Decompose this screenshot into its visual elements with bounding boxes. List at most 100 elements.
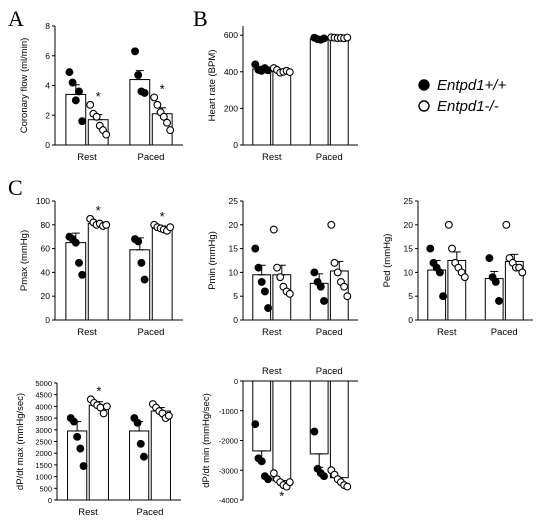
- y-tick-label: 0: [408, 315, 413, 325]
- data-point: [163, 118, 171, 127]
- legend-label-wildtype: Entpd1+/+: [437, 77, 506, 94]
- category-label: Paced: [316, 366, 343, 377]
- y-tick-label: 5: [233, 291, 238, 301]
- y-axis-label: Pmin (mmHg): [207, 231, 218, 290]
- category-label: Rest: [262, 152, 282, 163]
- data-point: [251, 244, 260, 253]
- data-point: [340, 282, 349, 291]
- data-point: [164, 411, 173, 420]
- category-label: Rest: [262, 366, 282, 377]
- legend-marker-filled: [418, 79, 430, 91]
- y-tick-label: 1000: [35, 473, 52, 482]
- y-tick-label: 2000: [35, 449, 52, 458]
- data-point: [150, 93, 159, 102]
- y-tick-label: 0: [45, 140, 50, 150]
- data-point: [320, 297, 328, 305]
- data-point: [310, 268, 319, 277]
- y-tick-label: 0: [45, 315, 50, 325]
- y-tick-label: 2500: [35, 438, 52, 447]
- data-point: [485, 254, 494, 263]
- data-point: [330, 258, 339, 267]
- category-label: Rest: [78, 507, 98, 518]
- data-point: [71, 238, 80, 247]
- legend-label-knockout: Entpd1-/-: [437, 98, 499, 115]
- data-point: [65, 68, 74, 77]
- y-tick-label: 5000: [35, 379, 52, 388]
- y-tick-label: 20: [41, 291, 51, 301]
- category-label: Rest: [437, 327, 457, 338]
- y-tick-label: 100: [36, 196, 50, 206]
- chart-pmax: 0 20 40 60 80 100 Pmax (mmHg) Rest * Paced *: [19, 196, 183, 338]
- y-tick-label: 10: [229, 267, 239, 277]
- data-point: [285, 478, 294, 487]
- data-point: [166, 126, 175, 135]
- data-point: [310, 427, 319, 436]
- category-label: Paced: [316, 152, 343, 163]
- data-point: [285, 68, 294, 77]
- data-point: [343, 292, 352, 301]
- bar: [252, 68, 272, 146]
- data-point: [68, 78, 77, 87]
- data-point: [333, 268, 342, 277]
- bar: [65, 242, 87, 321]
- data-point: [99, 409, 108, 418]
- data-point: [460, 273, 469, 282]
- data-point: [140, 88, 149, 97]
- bar: [88, 404, 109, 501]
- y-axis-label: Heart rate (BPM): [207, 50, 218, 122]
- category-label: Paced: [316, 327, 343, 338]
- data-point: [71, 96, 80, 105]
- data-point: [343, 482, 352, 491]
- significance-star: *: [96, 89, 101, 104]
- data-point: [435, 268, 444, 277]
- y-axis-label: dP/dt max (mmHg/sec): [15, 393, 26, 490]
- y-tick-label: 200: [224, 103, 238, 113]
- chart-dpdt-min: -4000 -3000 -2000 -1000 0 dP/dt min (mmHg/sec…: [201, 366, 358, 505]
- data-point: [153, 100, 162, 109]
- category-label: Rest: [77, 152, 97, 163]
- bar: [150, 410, 171, 501]
- y-axis-label: dP/dt min (mmHg/sec): [201, 393, 212, 488]
- data-point: [260, 287, 269, 296]
- data-point: [495, 297, 503, 305]
- bar: [87, 223, 109, 321]
- chart-ped: 0 5 10 15 20 25 Ped (mmHg) Rest Paced: [382, 196, 533, 338]
- bar: [329, 380, 349, 479]
- chart-coronary-flow: 0 2 4 6 8 Coronary flow (ml/min) Rest * Paced *: [19, 21, 183, 163]
- significance-star: *: [96, 383, 101, 398]
- significance-star: *: [160, 81, 165, 96]
- bar: [252, 380, 272, 452]
- data-point: [269, 225, 278, 234]
- category-label: Paced: [491, 327, 518, 338]
- data-point: [69, 417, 78, 426]
- y-tick-label: 4500: [35, 391, 52, 400]
- data-point: [502, 220, 511, 229]
- data-point: [343, 33, 352, 42]
- data-point: [320, 34, 328, 43]
- data-point: [137, 258, 146, 267]
- significance-star: *: [160, 209, 165, 224]
- data-point: [140, 275, 149, 284]
- y-tick-label: 0: [48, 496, 52, 505]
- y-tick-label: 25: [404, 196, 414, 206]
- y-axis-label: Coronary flow (ml/min): [19, 38, 30, 134]
- data-point: [136, 439, 145, 448]
- y-tick-label: 0: [234, 377, 238, 386]
- category-label: Paced: [137, 507, 164, 518]
- data-point: [76, 444, 85, 453]
- bar: [309, 380, 329, 455]
- data-point: [257, 457, 266, 466]
- bar: [309, 38, 329, 146]
- y-tick-label: 15: [404, 244, 414, 254]
- data-point: [159, 112, 168, 121]
- data-point: [320, 472, 328, 481]
- data-point: [92, 112, 101, 121]
- data-point: [426, 244, 435, 253]
- chart-pmin: 0 5 10 15 20 25 Pmin (mmHg) Rest Paced: [207, 196, 358, 338]
- y-tick-label: 20: [229, 220, 239, 230]
- data-point: [133, 418, 142, 427]
- bar: [329, 37, 349, 146]
- data-point: [75, 87, 83, 96]
- category-label: Paced: [138, 327, 165, 338]
- data-point: [78, 270, 87, 279]
